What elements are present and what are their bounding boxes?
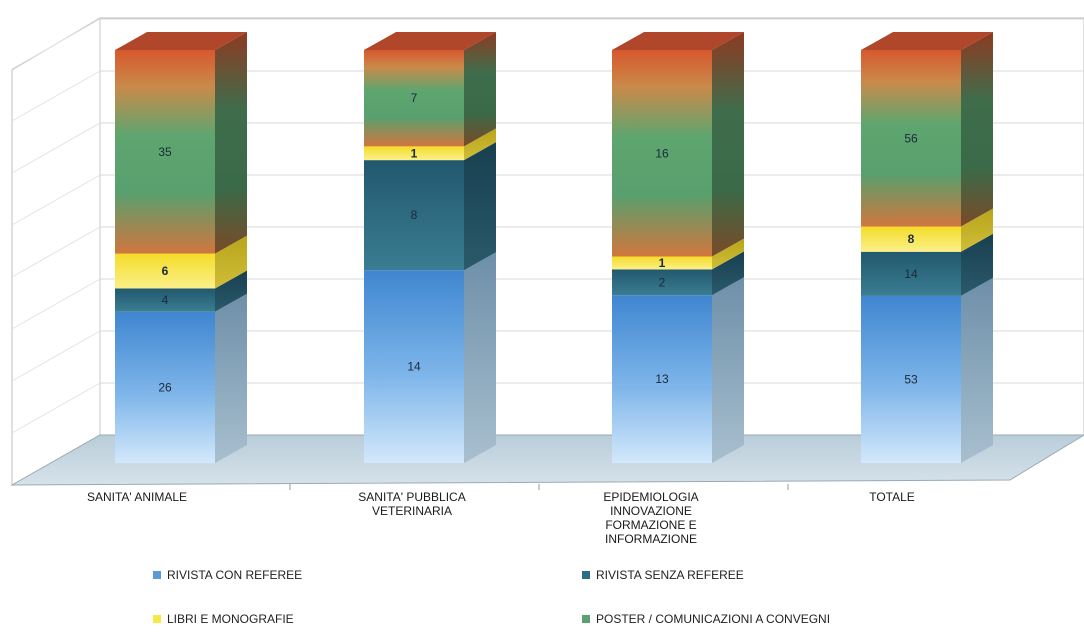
bar-top	[861, 32, 993, 50]
bars: 26 4 6 35 14 8 1 7 13 2 1 16 53 14 8 56	[115, 32, 993, 463]
bar-segment	[364, 146, 464, 161]
bar-segment-side	[464, 128, 496, 161]
data-label: 7	[411, 91, 418, 105]
bar-segment	[861, 295, 961, 463]
legend-swatch	[153, 615, 161, 623]
bar-segment-side	[215, 235, 247, 289]
bar-segment	[861, 226, 961, 252]
legend-label: LIBRI E MONOGRAFIE	[167, 612, 294, 626]
legend-swatch	[582, 571, 590, 579]
legend-swatch	[153, 571, 161, 579]
bar-segment-side	[464, 252, 496, 463]
bar-stack: 14 8 1 7	[364, 32, 496, 463]
bar-stack: 13 2 1 16	[612, 32, 744, 463]
gridline-side	[11, 122, 101, 174]
legend-item: RIVISTA SENZA REFEREE	[582, 568, 744, 582]
legend-label: RIVISTA CON REFEREE	[167, 568, 302, 582]
bar-segment	[612, 50, 712, 257]
bar-segment	[115, 288, 215, 312]
bar-segment	[861, 50, 961, 227]
floor-plane	[10, 434, 1084, 486]
data-label: 6	[162, 264, 169, 278]
data-label: 16	[655, 146, 669, 160]
gridline-side	[11, 330, 101, 382]
bar-segment-side	[961, 32, 993, 227]
data-label: 2	[659, 275, 666, 289]
data-label: 8	[908, 232, 915, 246]
bar-segment-side	[464, 32, 496, 147]
legend-label: POSTER / COMUNICAZIONI A CONVEGNI	[596, 612, 830, 626]
bar-segment-side	[712, 32, 744, 257]
data-label: 53	[904, 372, 918, 386]
category-label: SANITA' ANIMALE	[87, 490, 187, 504]
bar-segment-side	[712, 251, 744, 296]
legend-item: LIBRI E MONOGRAFIE	[153, 612, 294, 626]
bar-stack: 53 14 8 56	[861, 32, 993, 463]
gridline-side	[11, 18, 101, 70]
data-label: 4	[162, 293, 169, 307]
bar-segment	[612, 269, 712, 296]
bar-segment-side	[961, 277, 993, 463]
data-label: 14	[904, 267, 918, 281]
data-label: 35	[158, 145, 172, 159]
category-labels: SANITA' ANIMALE SANITA' PUBBLICA VETERINAR…	[87, 484, 915, 546]
bar-segment	[364, 50, 464, 147]
chart-floor	[10, 434, 1084, 486]
bar-segment	[612, 295, 712, 463]
gridline-side	[11, 174, 101, 226]
bar-segment-side	[215, 32, 247, 254]
bar-stack: 26 4 6 35	[115, 32, 247, 463]
bar-segment-side	[712, 238, 744, 270]
bar-segment	[115, 311, 215, 463]
bar-segment-side	[961, 233, 993, 296]
category-label: TOTALE	[869, 490, 915, 504]
bar-segment	[364, 270, 464, 463]
data-label: 1	[659, 256, 666, 270]
gridline-side	[11, 382, 101, 434]
bar-segment-side	[961, 208, 993, 252]
gridline-side	[11, 278, 101, 330]
category-label: EPIDEMIOLOGIA INNOVAZIONE FORMAZIONE E INFO…	[603, 490, 698, 546]
bar-segment-side	[215, 270, 247, 312]
bar-segment	[364, 160, 464, 271]
data-label: 8	[411, 208, 418, 222]
bar-top	[364, 32, 496, 50]
data-label: 56	[904, 131, 918, 145]
bar-segment	[861, 251, 961, 296]
gridline-side	[11, 70, 101, 122]
bar-segment-side	[215, 293, 247, 463]
data-label: 13	[655, 372, 669, 386]
category-label: SANITA' PUBBLICA VETERINARIA	[358, 490, 465, 518]
legend-label: RIVISTA SENZA REFEREE	[596, 568, 744, 582]
bar-segment-side	[464, 142, 496, 271]
bar-segment-side	[712, 277, 744, 463]
data-label: 14	[407, 360, 421, 374]
data-label: 26	[158, 380, 172, 394]
legend-item: POSTER / COMUNICAZIONI A CONVEGNI	[582, 612, 830, 626]
bar-segment	[115, 50, 215, 254]
gridline-side	[11, 226, 101, 278]
legend: RIVISTA CON REFEREE RIVISTA SENZA REFEREE…	[153, 568, 830, 626]
bar-top	[612, 32, 744, 50]
bar-top	[115, 32, 247, 50]
legend-item: RIVISTA CON REFEREE	[153, 568, 302, 582]
bar-segment	[115, 253, 215, 289]
legend-swatch	[582, 615, 590, 623]
data-label: 1	[411, 146, 418, 160]
bar-segment	[612, 256, 712, 270]
